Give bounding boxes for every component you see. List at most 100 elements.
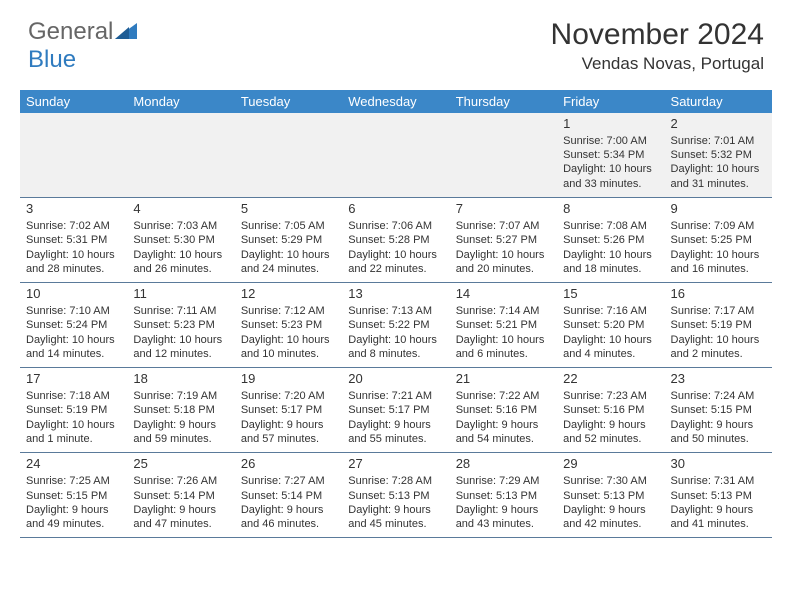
sunrise-text: Sunrise: 7:19 AM bbox=[133, 389, 228, 403]
calendar-cell: 30Sunrise: 7:31 AMSunset: 5:13 PMDayligh… bbox=[665, 453, 772, 538]
sunset-text: Sunset: 5:16 PM bbox=[456, 403, 551, 417]
day-number: 23 bbox=[671, 371, 766, 388]
calendar-cell: 8Sunrise: 7:08 AMSunset: 5:26 PMDaylight… bbox=[557, 198, 664, 283]
daylight-text: and 26 minutes. bbox=[133, 262, 228, 276]
sunset-text: Sunset: 5:15 PM bbox=[26, 489, 121, 503]
daylight-text: and 49 minutes. bbox=[26, 517, 121, 531]
sunset-text: Sunset: 5:26 PM bbox=[563, 233, 658, 247]
sunrise-text: Sunrise: 7:26 AM bbox=[133, 474, 228, 488]
sunset-text: Sunset: 5:17 PM bbox=[241, 403, 336, 417]
sunrise-text: Sunrise: 7:14 AM bbox=[456, 304, 551, 318]
daylight-text: and 52 minutes. bbox=[563, 432, 658, 446]
daylight-text: and 55 minutes. bbox=[348, 432, 443, 446]
daylight-text: and 57 minutes. bbox=[241, 432, 336, 446]
daylight-text: Daylight: 9 hours bbox=[456, 503, 551, 517]
daylight-text: and 24 minutes. bbox=[241, 262, 336, 276]
daylight-text: Daylight: 10 hours bbox=[456, 248, 551, 262]
day-number: 19 bbox=[241, 371, 336, 388]
sunset-text: Sunset: 5:19 PM bbox=[26, 403, 121, 417]
logo-text-general: General bbox=[28, 18, 113, 46]
daylight-text: and 31 minutes. bbox=[671, 177, 766, 191]
sunrise-text: Sunrise: 7:13 AM bbox=[348, 304, 443, 318]
sunrise-text: Sunrise: 7:17 AM bbox=[671, 304, 766, 318]
daylight-text: Daylight: 10 hours bbox=[348, 248, 443, 262]
sunset-text: Sunset: 5:32 PM bbox=[671, 148, 766, 162]
daylight-text: and 12 minutes. bbox=[133, 347, 228, 361]
sunrise-text: Sunrise: 7:16 AM bbox=[563, 304, 658, 318]
day-number: 29 bbox=[563, 456, 658, 473]
weekday-header: Tuesday bbox=[235, 90, 342, 113]
daylight-text: and 8 minutes. bbox=[348, 347, 443, 361]
logo-triangle-icon bbox=[115, 18, 137, 46]
weekday-header: Saturday bbox=[665, 90, 772, 113]
daylight-text: Daylight: 10 hours bbox=[671, 162, 766, 176]
weekday-header: Friday bbox=[557, 90, 664, 113]
daylight-text: and 16 minutes. bbox=[671, 262, 766, 276]
day-number: 30 bbox=[671, 456, 766, 473]
calendar-cell: 12Sunrise: 7:12 AMSunset: 5:23 PMDayligh… bbox=[235, 283, 342, 368]
daylight-text: and 54 minutes. bbox=[456, 432, 551, 446]
daylight-text: Daylight: 9 hours bbox=[133, 418, 228, 432]
calendar-week-row: 3Sunrise: 7:02 AMSunset: 5:31 PMDaylight… bbox=[20, 198, 772, 283]
daylight-text: and 4 minutes. bbox=[563, 347, 658, 361]
sunrise-text: Sunrise: 7:08 AM bbox=[563, 219, 658, 233]
daylight-text: Daylight: 10 hours bbox=[563, 162, 658, 176]
daylight-text: and 45 minutes. bbox=[348, 517, 443, 531]
daylight-text: Daylight: 9 hours bbox=[26, 503, 121, 517]
calendar-week-row: 17Sunrise: 7:18 AMSunset: 5:19 PMDayligh… bbox=[20, 368, 772, 453]
daylight-text: and 43 minutes. bbox=[456, 517, 551, 531]
daylight-text: Daylight: 10 hours bbox=[26, 248, 121, 262]
sunset-text: Sunset: 5:13 PM bbox=[456, 489, 551, 503]
calendar-cell: 23Sunrise: 7:24 AMSunset: 5:15 PMDayligh… bbox=[665, 368, 772, 453]
sunrise-text: Sunrise: 7:18 AM bbox=[26, 389, 121, 403]
day-number: 18 bbox=[133, 371, 228, 388]
daylight-text: and 18 minutes. bbox=[563, 262, 658, 276]
sunset-text: Sunset: 5:21 PM bbox=[456, 318, 551, 332]
day-number: 7 bbox=[456, 201, 551, 218]
daylight-text: Daylight: 10 hours bbox=[563, 248, 658, 262]
sunset-text: Sunset: 5:22 PM bbox=[348, 318, 443, 332]
calendar-cell: 18Sunrise: 7:19 AMSunset: 5:18 PMDayligh… bbox=[127, 368, 234, 453]
sunset-text: Sunset: 5:16 PM bbox=[563, 403, 658, 417]
daylight-text: and 14 minutes. bbox=[26, 347, 121, 361]
calendar-table: Sunday Monday Tuesday Wednesday Thursday… bbox=[20, 90, 772, 538]
calendar-cell: 2Sunrise: 7:01 AMSunset: 5:32 PMDaylight… bbox=[665, 113, 772, 198]
sunset-text: Sunset: 5:19 PM bbox=[671, 318, 766, 332]
calendar-cell: 27Sunrise: 7:28 AMSunset: 5:13 PMDayligh… bbox=[342, 453, 449, 538]
day-number: 24 bbox=[26, 456, 121, 473]
calendar-week-row: 10Sunrise: 7:10 AMSunset: 5:24 PMDayligh… bbox=[20, 283, 772, 368]
daylight-text: and 28 minutes. bbox=[26, 262, 121, 276]
calendar-week-row: 1Sunrise: 7:00 AMSunset: 5:34 PMDaylight… bbox=[20, 113, 772, 198]
calendar-cell: 4Sunrise: 7:03 AMSunset: 5:30 PMDaylight… bbox=[127, 198, 234, 283]
logo: General bbox=[28, 18, 139, 46]
day-number: 9 bbox=[671, 201, 766, 218]
day-number: 13 bbox=[348, 286, 443, 303]
sunset-text: Sunset: 5:17 PM bbox=[348, 403, 443, 417]
day-number: 28 bbox=[456, 456, 551, 473]
day-number: 12 bbox=[241, 286, 336, 303]
sunrise-text: Sunrise: 7:20 AM bbox=[241, 389, 336, 403]
day-number: 6 bbox=[348, 201, 443, 218]
sunrise-text: Sunrise: 7:10 AM bbox=[26, 304, 121, 318]
sunset-text: Sunset: 5:28 PM bbox=[348, 233, 443, 247]
logo-line2: Blue bbox=[28, 46, 76, 74]
daylight-text: and 2 minutes. bbox=[671, 347, 766, 361]
day-number: 5 bbox=[241, 201, 336, 218]
calendar-cell bbox=[235, 113, 342, 198]
calendar-cell: 17Sunrise: 7:18 AMSunset: 5:19 PMDayligh… bbox=[20, 368, 127, 453]
day-number: 10 bbox=[26, 286, 121, 303]
daylight-text: Daylight: 10 hours bbox=[133, 248, 228, 262]
calendar-week-row: 24Sunrise: 7:25 AMSunset: 5:15 PMDayligh… bbox=[20, 453, 772, 538]
sunset-text: Sunset: 5:13 PM bbox=[348, 489, 443, 503]
sunrise-text: Sunrise: 7:03 AM bbox=[133, 219, 228, 233]
calendar-cell: 13Sunrise: 7:13 AMSunset: 5:22 PMDayligh… bbox=[342, 283, 449, 368]
calendar-cell: 26Sunrise: 7:27 AMSunset: 5:14 PMDayligh… bbox=[235, 453, 342, 538]
daylight-text: and 59 minutes. bbox=[133, 432, 228, 446]
sunset-text: Sunset: 5:23 PM bbox=[241, 318, 336, 332]
daylight-text: and 46 minutes. bbox=[241, 517, 336, 531]
day-number: 15 bbox=[563, 286, 658, 303]
calendar-cell bbox=[450, 113, 557, 198]
day-number: 25 bbox=[133, 456, 228, 473]
logo-text-blue: Blue bbox=[28, 46, 76, 73]
sunrise-text: Sunrise: 7:30 AM bbox=[563, 474, 658, 488]
